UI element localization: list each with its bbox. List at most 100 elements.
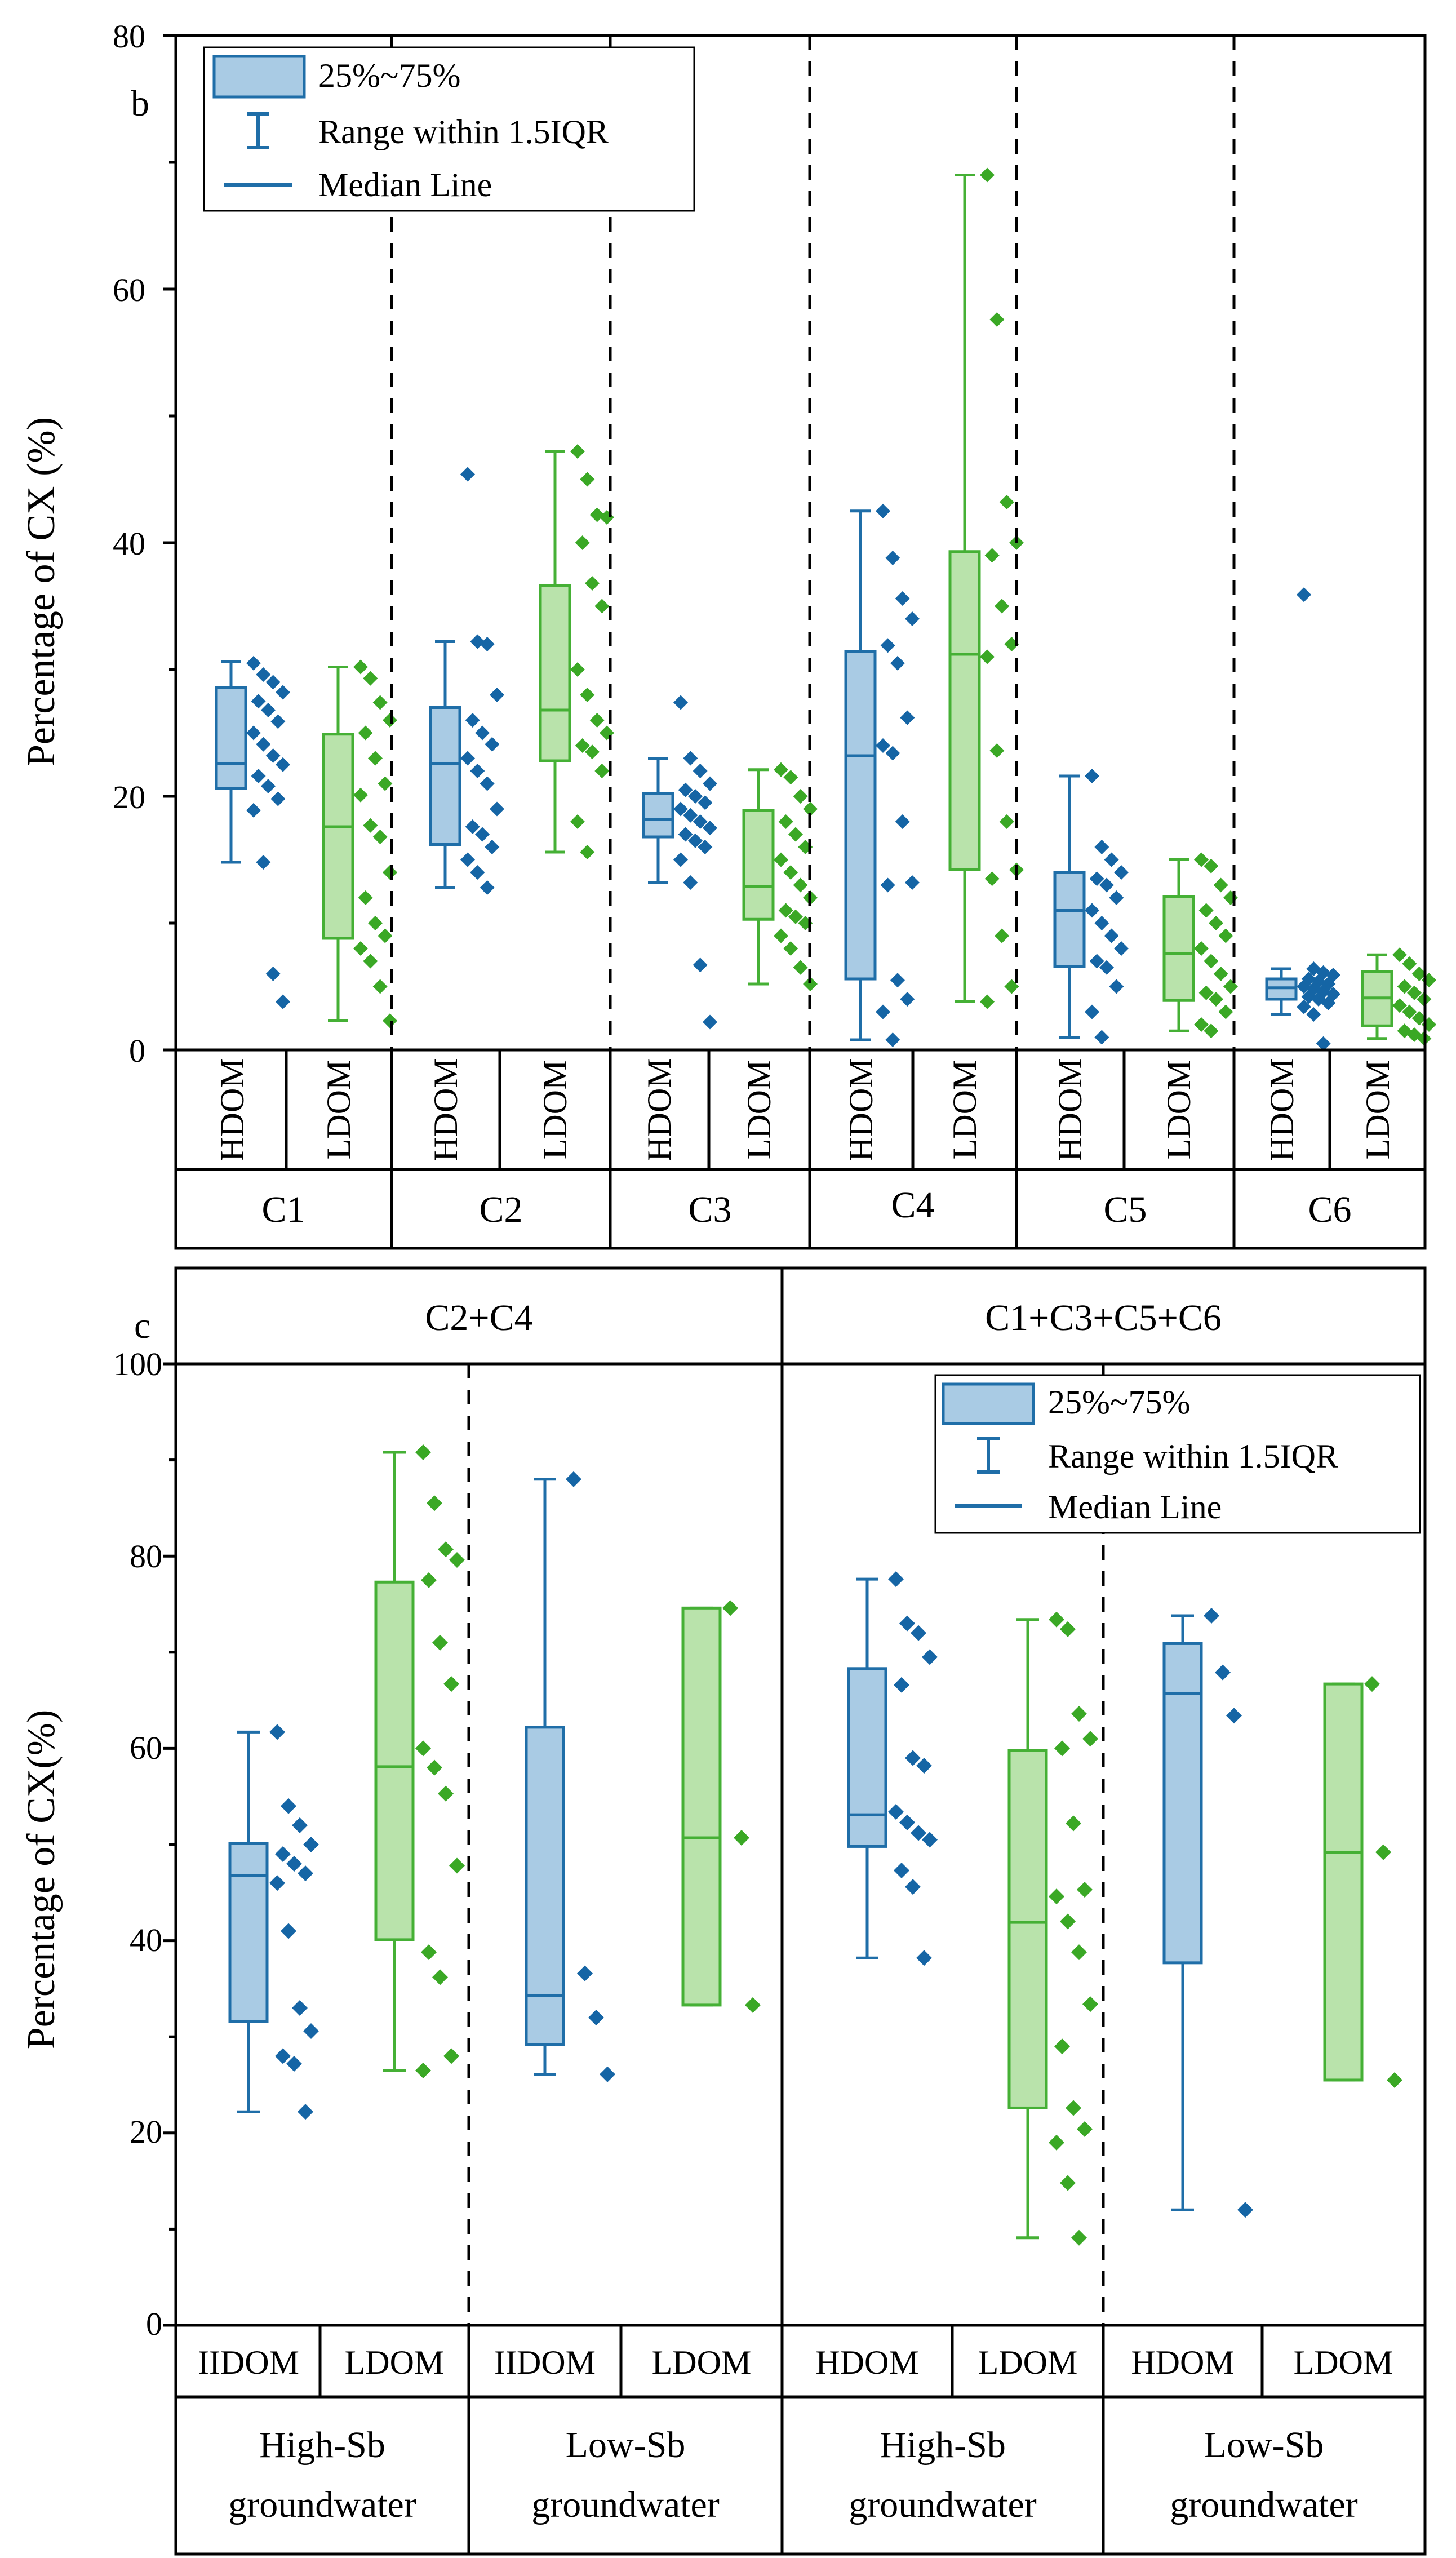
data-point [490, 801, 504, 817]
data-point [303, 1837, 319, 1852]
data-point [292, 2000, 308, 2016]
data-point [1085, 769, 1099, 783]
data-point [363, 671, 378, 686]
panel-c-group-label-line1: High-Sb [880, 2424, 1006, 2466]
data-point [421, 1944, 437, 1961]
data-point [480, 637, 495, 651]
data-point [570, 662, 585, 677]
data-point [421, 1572, 437, 1588]
panel-b-series-label: HDOM [641, 1058, 678, 1161]
data-point [485, 840, 500, 854]
panel-b-group-label: C6 [1308, 1189, 1351, 1230]
data-point [734, 1830, 749, 1846]
data-point [911, 1625, 926, 1641]
data-point [885, 551, 900, 565]
data-point [793, 960, 808, 975]
data-point [1226, 1708, 1242, 1724]
data-point [432, 1634, 448, 1651]
panel-c-series-label: LDOM [978, 2344, 1078, 2381]
data-point [989, 312, 1005, 327]
data-point [880, 877, 895, 893]
data-point [585, 576, 600, 591]
iqr-box [322, 733, 354, 940]
panel-c-y-ticks [163, 1362, 176, 2327]
data-point [984, 871, 1000, 886]
data-point [905, 611, 920, 626]
iqr-box [642, 792, 674, 839]
data-point [460, 467, 475, 482]
data-point [1060, 1621, 1076, 1637]
data-point [1387, 2072, 1402, 2088]
legend-whisker-swatch [977, 1437, 1000, 1474]
panel-c-y-tick-label-40: 40 [130, 1922, 162, 1958]
data-point [1198, 903, 1214, 918]
panel-c-group-label-line2: groundwater [531, 2484, 720, 2525]
data-point [275, 2048, 291, 2064]
panel-b-series-label: HDOM [842, 1058, 880, 1161]
data-point [1066, 1815, 1081, 1832]
panel-b-group-label: C4 [891, 1185, 934, 1226]
iqr-box [681, 1606, 722, 2007]
panel-c-group-label-line2: groundwater [1170, 2484, 1358, 2525]
data-point [276, 994, 290, 1009]
panel-c-group-label-line1: Low-Sb [1204, 2424, 1324, 2466]
data-point [783, 941, 798, 956]
data-point [432, 1969, 448, 1985]
data-point [269, 1875, 285, 1891]
data-point [286, 2055, 302, 2072]
panel-b-group-label: C2 [479, 1189, 522, 1230]
data-point [585, 744, 600, 760]
data-point [594, 764, 610, 778]
data-point [465, 713, 480, 728]
data-point [1402, 1004, 1417, 1019]
data-point [368, 916, 383, 930]
data-point [1204, 1023, 1219, 1039]
data-point [984, 548, 1000, 563]
panel-b-y-tick-label-80: 80 [113, 18, 145, 55]
data-point [980, 167, 995, 183]
data-point [246, 725, 261, 741]
data-point [575, 738, 590, 753]
legend-iqr-label: 25%~75% [318, 57, 460, 94]
iqr-box [539, 584, 571, 762]
data-point [673, 852, 688, 867]
data-point [1397, 979, 1412, 994]
data-point [368, 751, 383, 766]
data-point [783, 770, 798, 785]
data-point [894, 1677, 909, 1693]
data-point [1049, 1888, 1064, 1905]
data-point [774, 928, 788, 943]
data-point [470, 865, 485, 880]
data-point [281, 1798, 296, 1814]
panel-b-series-label: LDOM [320, 1060, 357, 1160]
data-point [683, 751, 698, 766]
data-point [1071, 1705, 1087, 1722]
data-point [885, 746, 900, 761]
data-point [480, 880, 495, 895]
data-point [1094, 916, 1109, 930]
panel-b-y-tick-label-60: 60 [113, 272, 145, 308]
panel-c-y-tick-label-0: 0 [146, 2306, 162, 2342]
data-point [793, 789, 808, 804]
data-point [922, 1832, 938, 1848]
data-point [246, 803, 261, 818]
data-point [1049, 2134, 1064, 2151]
data-point [703, 776, 717, 791]
data-point [1094, 1030, 1109, 1045]
data-point [261, 779, 276, 793]
panel-b-y-axis-label: Percentage of CX (%) [20, 417, 63, 766]
legend-whisker-label: Range within 1.5IQR [318, 113, 609, 150]
data-point [793, 877, 808, 893]
data-point [1297, 587, 1311, 602]
data-point [1060, 2175, 1076, 2191]
data-point [372, 979, 388, 994]
data-point [1402, 956, 1417, 971]
data-point [256, 667, 271, 682]
panel-c-marks [228, 1444, 1402, 2246]
data-point [1392, 947, 1407, 963]
data-point [580, 688, 595, 702]
data-point [683, 808, 698, 823]
data-point [292, 1817, 308, 1833]
panel-c-series-label: IIDOM [198, 2344, 299, 2381]
data-point [1114, 941, 1129, 956]
